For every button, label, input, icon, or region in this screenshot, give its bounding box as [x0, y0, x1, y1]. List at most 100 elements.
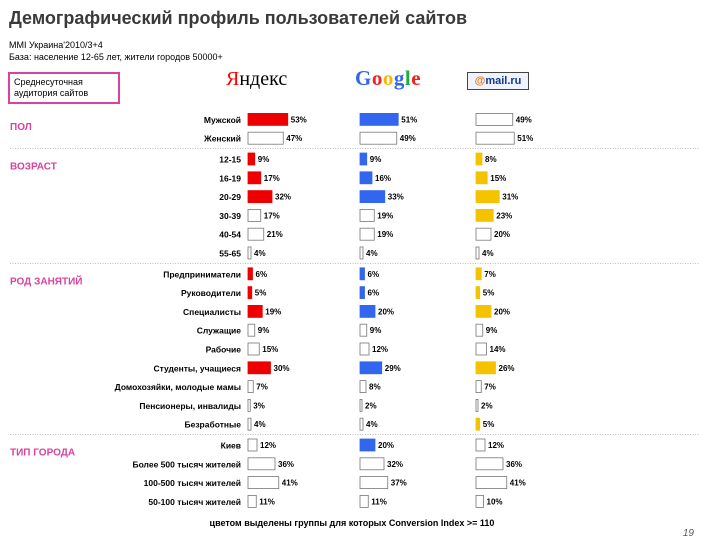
bar [475, 457, 504, 471]
row-label: Женский [203, 134, 241, 144]
google-logo-letter: g [393, 66, 405, 90]
bar-value-label: 6% [368, 289, 380, 298]
bar [475, 286, 481, 300]
base-line: База: население 12-65 лет, жители городо… [9, 52, 223, 62]
row-label: Домохозяйки, молодые мамы [115, 382, 241, 392]
row-label: Руководители [181, 288, 241, 298]
bar [359, 361, 383, 375]
row-label: Киев [221, 441, 241, 451]
section-title: ПОЛ [10, 122, 32, 133]
bar-value-label: 33% [388, 193, 404, 202]
bar [475, 152, 483, 166]
google-logo-letter: e [411, 66, 422, 90]
bar-value-label: 12% [372, 345, 388, 354]
footnote: цветом выделены группы для которых Conve… [0, 518, 720, 528]
bar-value-label: 10% [487, 497, 503, 506]
bar-value-label: 9% [370, 155, 382, 164]
bar [247, 286, 253, 300]
bar [359, 304, 376, 318]
bar-value-label: 16% [375, 174, 391, 183]
bar-value-label: 4% [482, 249, 494, 258]
bar [359, 267, 365, 281]
bar-value-label: 29% [385, 364, 401, 373]
bar [359, 398, 363, 412]
row-label: 12-15 [219, 155, 241, 165]
bar-value-label: 32% [275, 193, 291, 202]
google-logo: Google [355, 66, 421, 91]
bar [475, 417, 481, 431]
bar [475, 342, 487, 356]
audience-box: Среднесуточная аудитория сайтов [8, 72, 120, 104]
bar [247, 131, 284, 145]
google-logo-letter: o [371, 66, 383, 90]
bar-value-label: 12% [488, 441, 504, 450]
bar [475, 476, 508, 490]
bar [475, 227, 492, 241]
bar-value-label: 37% [391, 479, 407, 488]
bar [247, 304, 263, 318]
bar-value-label: 11% [371, 497, 387, 506]
bar-value-label: 5% [483, 420, 495, 429]
bar-value-label: 20% [378, 441, 394, 450]
bar [359, 417, 364, 431]
bar [359, 380, 367, 394]
bar-value-label: 14% [490, 345, 506, 354]
bar-value-label: 41% [510, 479, 526, 488]
bar [475, 380, 482, 394]
bar [247, 380, 254, 394]
bar-value-label: 9% [258, 326, 270, 335]
bar [247, 152, 256, 166]
bar [247, 323, 256, 337]
bar [475, 304, 492, 318]
bar [475, 267, 482, 281]
row-label: Студенты, учащиеся [153, 363, 241, 373]
bar [247, 494, 257, 508]
bar [475, 131, 515, 145]
bar-value-label: 4% [366, 420, 378, 429]
row-label: Специалисты [183, 307, 241, 317]
bar-value-label: 8% [485, 155, 497, 164]
bar-value-label: 9% [258, 155, 270, 164]
row-label: 20-29 [219, 192, 241, 202]
bar-value-label: 17% [264, 174, 280, 183]
bar [475, 438, 486, 452]
bar-value-label: 11% [259, 497, 275, 506]
bar [247, 398, 251, 412]
row-label: Предприниматели [163, 269, 241, 279]
audience-box-line2: аудитория сайтов [14, 88, 89, 98]
bar-value-label: 20% [494, 307, 510, 316]
bar-value-label: 19% [377, 230, 393, 239]
bar-value-label: 21% [267, 230, 283, 239]
bar [359, 494, 369, 508]
bar-value-label: 36% [506, 460, 522, 469]
page-title: Демографический профиль пользователей са… [9, 8, 468, 28]
row-label: 40-54 [219, 230, 241, 240]
bar [359, 342, 370, 356]
bar-value-label: 30% [274, 364, 290, 373]
bar-value-label: 7% [484, 270, 496, 279]
bar-value-label: 12% [260, 441, 276, 450]
bar [475, 494, 484, 508]
yandex-logo: Яндекс [226, 68, 287, 91]
bar-value-label: 51% [401, 115, 417, 124]
bar [359, 286, 365, 300]
bar [475, 113, 514, 126]
bar [359, 457, 385, 471]
bar-value-label: 2% [481, 401, 493, 410]
row-label: Более 500 тысяч жителей [132, 459, 241, 469]
bar-value-label: 49% [516, 115, 532, 124]
bar-value-label: 15% [490, 174, 506, 183]
bar [475, 171, 488, 185]
bar-value-label: 4% [254, 249, 266, 258]
section-title: ВОЗРАСТ [10, 162, 57, 173]
row-label: 100-500 тысяч жителей [144, 478, 241, 488]
bar [247, 417, 252, 431]
bar [359, 190, 386, 204]
footnote-text: цветом выделены группы для которых Conve… [209, 518, 495, 528]
row-label: 30-39 [219, 211, 241, 221]
bar-value-label: 36% [278, 460, 294, 469]
bar-value-label: 19% [377, 211, 393, 220]
bar-value-label: 5% [483, 289, 495, 298]
page-number: 19 [682, 528, 694, 539]
row-label: Служащие [197, 326, 242, 336]
